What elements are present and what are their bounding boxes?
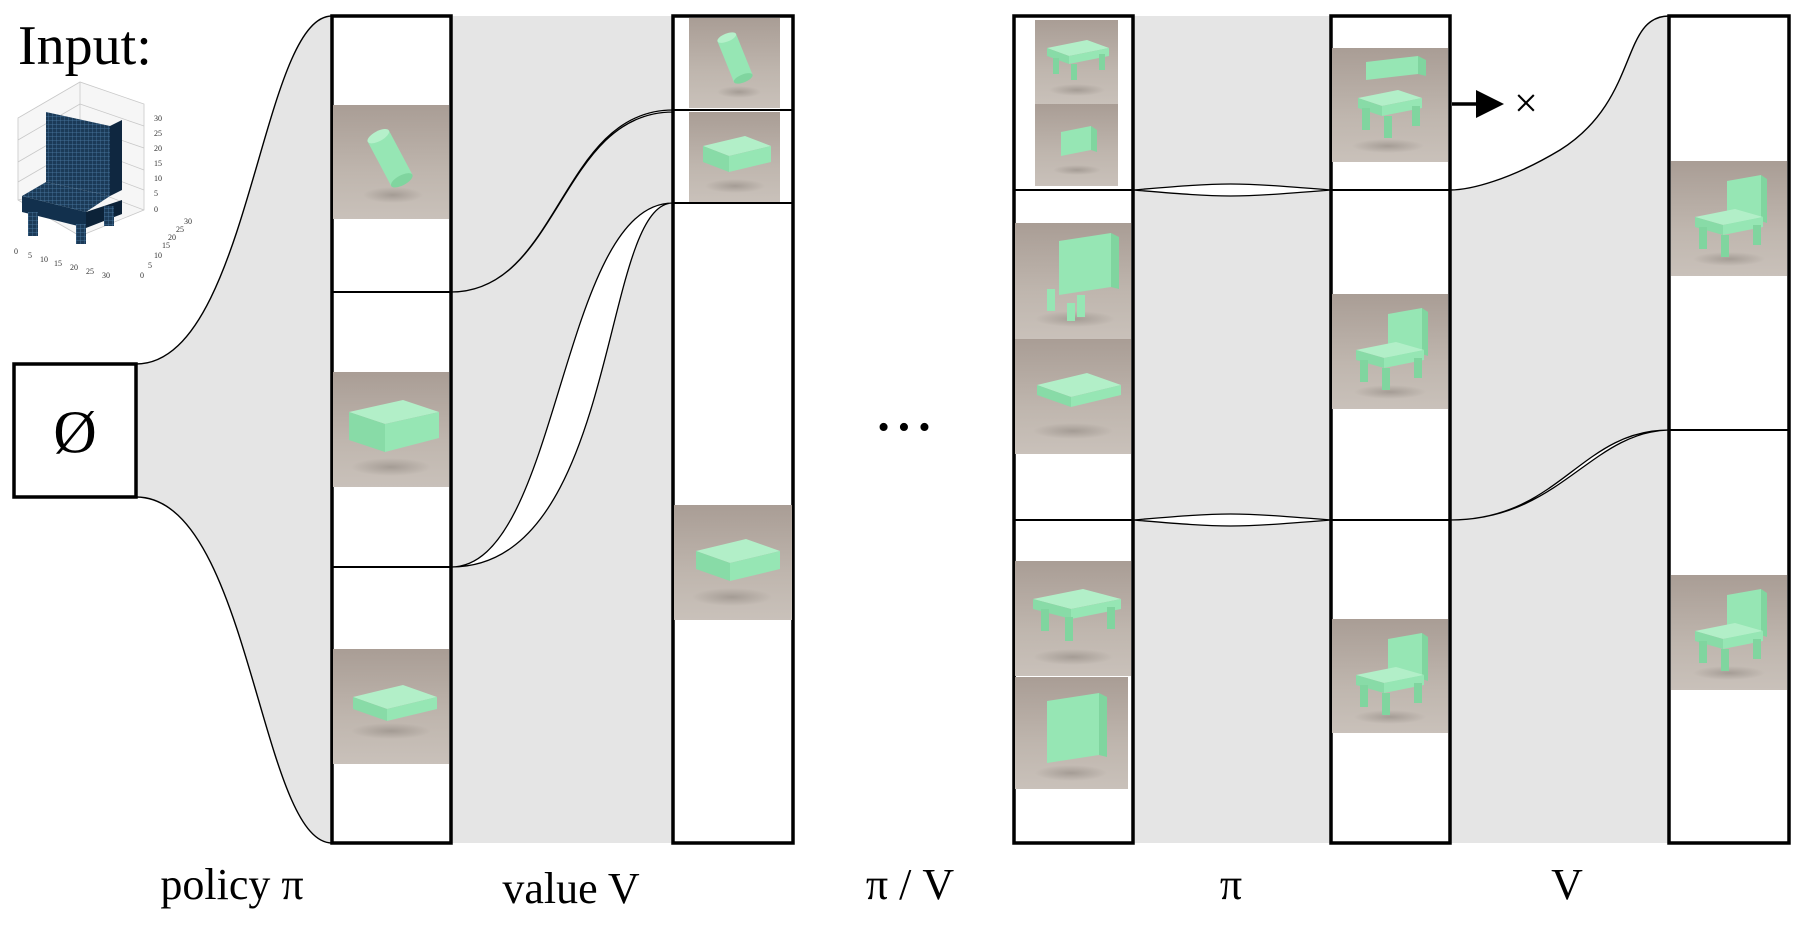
z-tick: 15 <box>154 159 162 168</box>
z-tick: 20 <box>154 144 162 153</box>
thumb-back-panel <box>1015 677 1128 789</box>
thumb-back-panel-small <box>1035 104 1118 186</box>
z-tick: 0 <box>154 205 158 214</box>
y-tick: 20 <box>168 233 176 242</box>
ellipsis: • • • <box>878 409 931 446</box>
root-box <box>12 362 138 499</box>
x-tick: 20 <box>70 263 78 272</box>
flow-policy-2 <box>1133 16 1331 843</box>
thumb-back-with-legs <box>1015 223 1131 339</box>
y-tick: 30 <box>184 217 192 226</box>
thumb-thick-slab <box>333 372 449 487</box>
thumb-chair-final-1 <box>1671 161 1787 276</box>
thumb-broken-chair <box>1332 48 1448 162</box>
z-tick: 5 <box>154 189 158 198</box>
y-tick: 25 <box>176 225 184 234</box>
flow-root-to-policy <box>136 16 332 843</box>
thumb-table-small <box>1035 20 1118 104</box>
pi-v-label: π / V <box>866 860 954 909</box>
y-tick: 10 <box>154 251 162 260</box>
x-tick: 0 <box>14 247 18 256</box>
y-tick: 5 <box>148 261 152 270</box>
thumb-table <box>1015 561 1131 676</box>
reject-arrow <box>1452 90 1504 118</box>
z-tick: 30 <box>154 114 162 123</box>
thumb-seat-slab <box>1015 339 1131 454</box>
v-label: V <box>1551 860 1583 909</box>
thumb-chair-final-2 <box>1671 575 1787 690</box>
x-tick: 15 <box>54 259 62 268</box>
thumb-thin-slab <box>333 649 449 764</box>
thumb-slab-small <box>689 112 780 202</box>
root-fan-upper <box>135 15 333 365</box>
z-tick: 25 <box>154 129 162 138</box>
thumb-cylinder <box>333 105 449 219</box>
flow-regions <box>136 16 1669 843</box>
x-tick: 25 <box>86 267 94 276</box>
z-tick: 10 <box>154 174 162 183</box>
x-tick: 30 <box>102 271 110 280</box>
input-label: Input: <box>18 15 152 77</box>
x-tick: 10 <box>40 255 48 264</box>
flow-value-2 <box>1450 16 1669 843</box>
thumb-cylinder-small <box>689 18 780 108</box>
policy-label: policy π <box>160 860 303 909</box>
thumb-slab-value <box>674 505 792 620</box>
pi-label: π <box>1220 860 1242 909</box>
row-dividers <box>332 109 1789 568</box>
input-voxel-plot <box>17 81 145 244</box>
reject-mark: × <box>1514 81 1538 127</box>
right-fan-upper <box>1449 15 1670 191</box>
root-fan-lower <box>135 496 333 844</box>
thumb-chair-1 <box>1332 294 1448 409</box>
x-tick: 5 <box>28 251 32 260</box>
y-tick: 0 <box>140 271 144 280</box>
value-label: value V <box>502 864 639 913</box>
thumb-chair-2 <box>1332 619 1448 733</box>
empty-set-symbol: Ø <box>53 399 96 465</box>
y-tick: 15 <box>162 241 170 250</box>
